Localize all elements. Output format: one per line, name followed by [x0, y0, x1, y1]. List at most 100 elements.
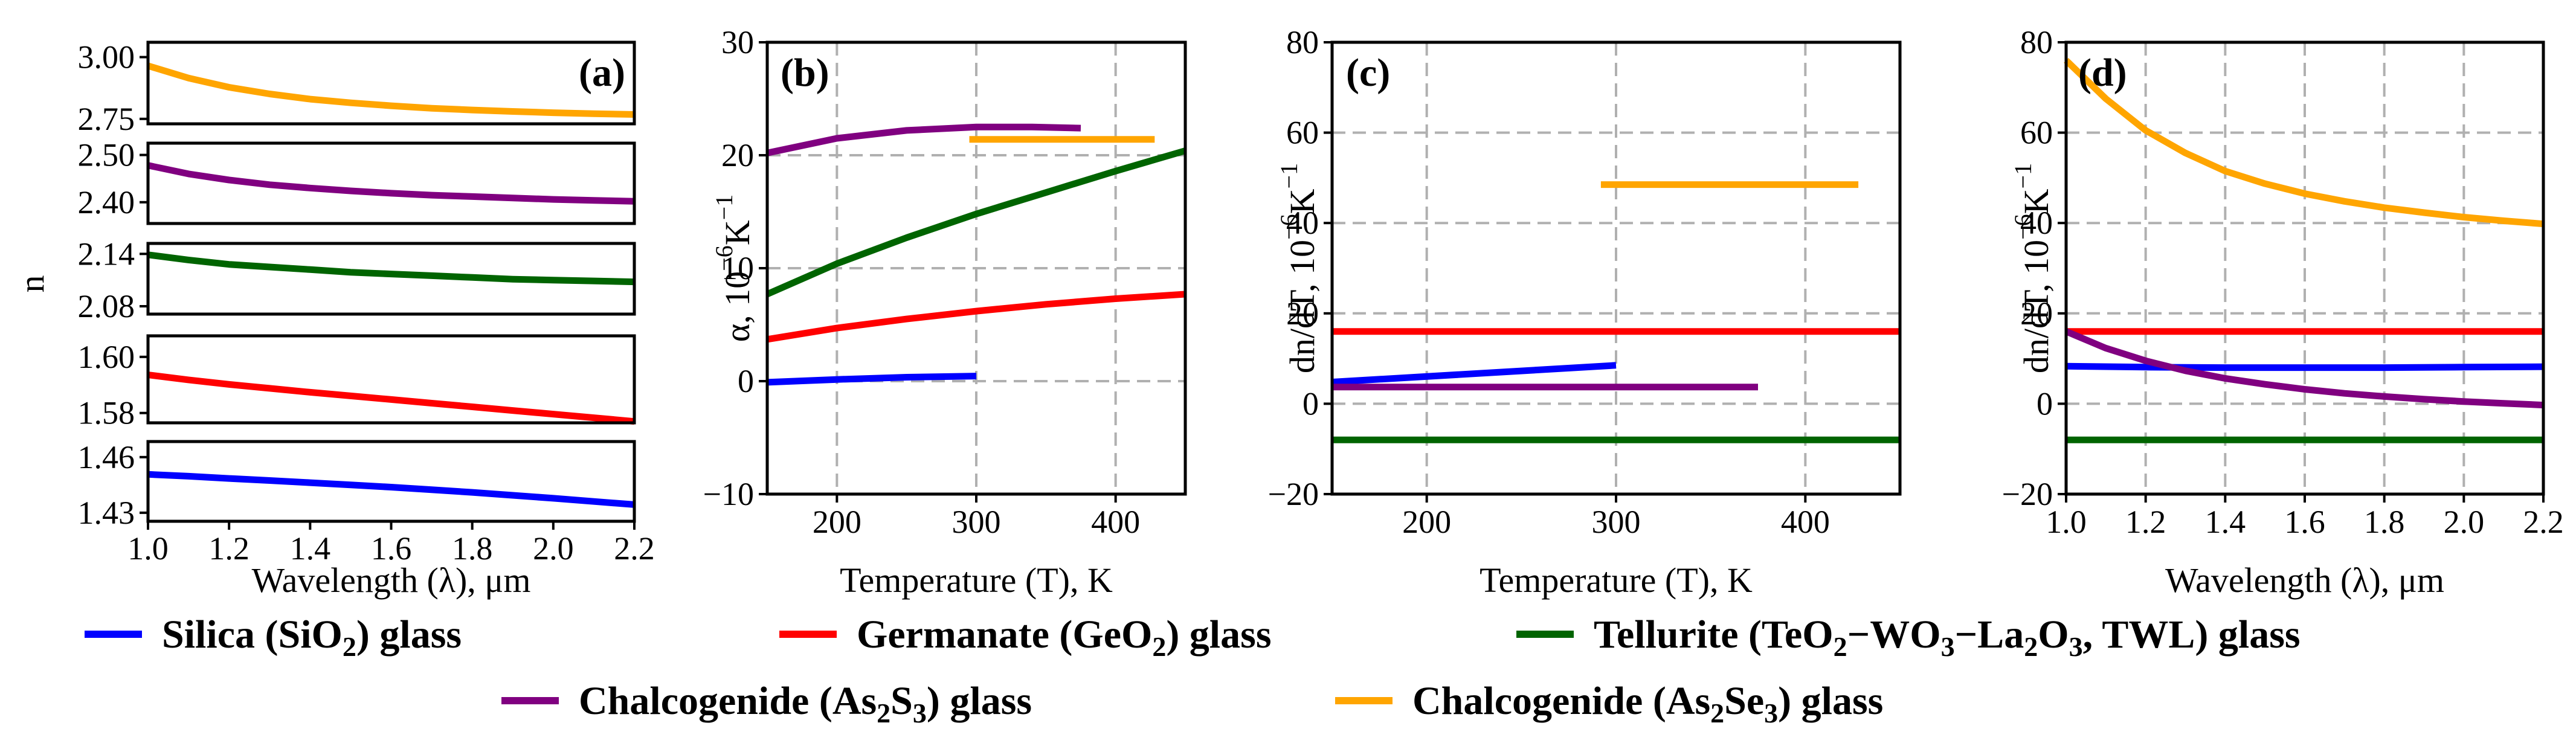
- x-tick-label: 2.2: [2523, 504, 2564, 540]
- y-axis-title-part: −1: [2009, 163, 2037, 189]
- y-tick-label: 80: [1286, 24, 1319, 60]
- y-tick-label: 20: [1286, 295, 1319, 332]
- x-axis-title: Temperature (T), K: [1480, 561, 1753, 600]
- x-axis-title: Wavelength (λ), μm: [2165, 561, 2444, 600]
- y-axis-title-part: −6: [710, 245, 738, 271]
- legend-label-part: 2: [877, 698, 890, 728]
- subplot-3: 2.14 2.08: [78, 236, 636, 324]
- y-axis-title-part: −1: [710, 194, 738, 220]
- series-line-5: [2064, 57, 2544, 228]
- legend-label-part: Silica (SiO: [162, 612, 343, 657]
- y-tick-label: 2.08: [78, 288, 135, 324]
- y-tick-label: 2.40: [78, 184, 135, 220]
- y-tick-label: 10: [721, 250, 754, 286]
- y-tick-label: 80: [2020, 24, 2053, 60]
- y-tick-label: 0: [2037, 385, 2053, 422]
- x-tick-label: 1.0: [2046, 504, 2087, 540]
- legend-label: Tellurite (TeO2−WO3−La2O3, TWL) glass: [1594, 612, 2301, 662]
- legend-label-part: 3: [1764, 698, 1778, 728]
- x-tick-label: 1.0: [127, 530, 169, 567]
- x-tick-label: 2.0: [533, 530, 574, 567]
- panel-label: (c): [1346, 51, 1390, 95]
- y-tick-label: −10: [703, 476, 754, 512]
- y-axis-title-part: −6: [1275, 214, 1302, 240]
- series-line-1: [1331, 362, 1617, 385]
- y-axis-title-part: −6: [2009, 214, 2037, 240]
- y-axis-title-part: α, 10: [718, 271, 757, 342]
- y-tick-label: 1.58: [78, 395, 135, 431]
- y-tick-label: 40: [1286, 205, 1319, 241]
- subplot-frame: [146, 141, 636, 225]
- y-axis-title: n: [12, 275, 51, 293]
- legend-label-part: Germanate (GeO: [857, 612, 1152, 657]
- legend-label: Chalcogenide (As2S3) glass: [579, 679, 1032, 728]
- x-tick-label: 1.2: [2125, 504, 2166, 540]
- series-line-3: [765, 147, 1187, 298]
- y-tick-label: 0: [1302, 385, 1319, 422]
- x-tick-label: 1.8: [2364, 504, 2405, 540]
- x-tick-label: 1.2: [208, 530, 250, 567]
- series-line: [147, 62, 635, 118]
- legend-label-part: S: [890, 679, 913, 723]
- x-tick-label: 1.6: [2284, 504, 2325, 540]
- panel-c: 200 300 400 −20 0 20 40 60 80 Temperature (T), K d…: [1268, 24, 1902, 600]
- y-tick-label: 1.60: [78, 339, 135, 375]
- legend-label-part: 2: [1152, 631, 1166, 662]
- y-axis-title-part: −1: [1275, 163, 1302, 189]
- y-axis-title-part: K: [718, 220, 757, 245]
- panel-label: (b): [781, 51, 829, 95]
- legend-label: Chalcogenide (As2Se3) glass: [1412, 679, 1883, 728]
- y-tick-label: −20: [1268, 476, 1319, 512]
- y-axis-title: dn/dT, 10−6K−1: [2009, 163, 2056, 373]
- x-tick-label: 300: [952, 504, 1001, 540]
- legend-label-part: , TWL) glass: [2083, 612, 2301, 657]
- y-axis-title-part: K: [1283, 188, 1322, 214]
- subplot-frame: [146, 334, 636, 425]
- y-tick-label: −20: [2002, 476, 2053, 512]
- x-tick-label: 200: [813, 504, 861, 540]
- y-tick-label: 1.43: [78, 495, 135, 531]
- series-line: [147, 251, 635, 286]
- subplot-frame: [146, 40, 636, 126]
- subplot-5: 1.46 1.43: [78, 439, 636, 531]
- y-axis-title: dn/dT, 10−6K−1: [1275, 163, 1322, 373]
- subplot-frame: [146, 440, 636, 523]
- legend-label-part: Se: [1724, 679, 1764, 723]
- legend-label-part: 2: [343, 631, 356, 662]
- legend-label-part: ) glass: [1166, 612, 1271, 657]
- subplot-2: 2.50 2.40: [78, 137, 636, 225]
- series-line: [147, 371, 635, 425]
- series-line: [147, 162, 635, 205]
- y-tick-label: 1.46: [78, 439, 135, 475]
- legend-item-1: Silica (SiO2) glass: [85, 612, 462, 662]
- y-tick-label: 40: [2020, 205, 2053, 241]
- legend-label-part: 2: [1834, 631, 1847, 662]
- series-line-4: [2064, 328, 2544, 409]
- subplot-1: 3.00 2.75: [78, 39, 636, 137]
- series-line-2: [767, 291, 1186, 343]
- panel-label: (a): [579, 51, 625, 95]
- y-tick-label: 30: [721, 24, 754, 60]
- legend-label-part: 3: [913, 698, 927, 728]
- y-tick-label: 60: [1286, 115, 1319, 151]
- y-axis-title-part: dn/dT, 10: [2017, 240, 2056, 373]
- subplot-4: 1.60 1.58: [78, 334, 636, 431]
- x-tick-label: 400: [1091, 504, 1140, 540]
- y-tick-label: 60: [2020, 115, 2053, 151]
- legend-item-2: Germanate (GeO2) glass: [779, 612, 1272, 662]
- series-line: [147, 471, 635, 508]
- panel-label: (d): [2078, 51, 2127, 95]
- x-tick-label: 200: [1402, 504, 1451, 540]
- legend-item-3: Tellurite (TeO2−WO3−La2O3, TWL) glass: [1516, 612, 2301, 662]
- legend: Silica (SiO2) glass Germanate (GeO2) glas…: [85, 612, 2301, 728]
- legend-label-part: 2: [1710, 698, 1724, 728]
- panel-a: 3.002.752.502.40 2.142.08 1.60 1.58 1.46 1.43…: [12, 39, 655, 600]
- x-tick-label: 1.6: [371, 530, 412, 567]
- legend-item-5: Chalcogenide (As2Se3) glass: [1335, 679, 1883, 728]
- legend-label-part: −La: [1955, 612, 2024, 657]
- legend-label-part: O: [2038, 612, 2069, 657]
- y-tick-label: 20: [721, 137, 754, 173]
- x-tick-label: 1.4: [2205, 504, 2246, 540]
- y-axis-title-part: K: [2017, 188, 2056, 214]
- x-axis-title: Temperature (T), K: [840, 561, 1113, 600]
